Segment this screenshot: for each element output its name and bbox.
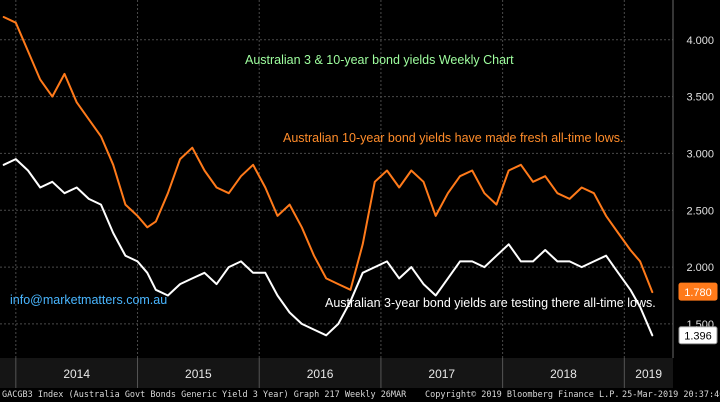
y-tick-label: 2.000 — [686, 262, 714, 274]
footer-timestamp: 25-Mar-2019 20:37:46 — [622, 390, 720, 400]
x-tick-label: 2018 — [550, 367, 577, 381]
ten_year-last-value: 1.780 — [684, 287, 712, 299]
y-tick-label: 3.000 — [686, 148, 714, 160]
chart-title: Australian 3 & 10-year bond yields Weekl… — [245, 53, 514, 67]
email-link[interactable]: info@marketmatters.com.au — [10, 293, 167, 307]
footer-index-info: GACGB3 Index (Australia Govt Bonds Gener… — [2, 390, 407, 400]
series-lines — [2, 16, 654, 337]
x-tick-label: 2014 — [63, 367, 90, 381]
three-year-annotation: Australian 3-year bond yields are testin… — [325, 296, 656, 310]
chart: 2014 2015 2016 2017 2018 2019 4.000 3.500 3.000… — [0, 0, 718, 388]
x-axis-labels: 2014 2015 2016 2017 2018 2019 — [15, 358, 662, 388]
three_year-series-line — [2, 158, 654, 337]
y-tick-label: 4.000 — [686, 35, 714, 47]
x-tick-label: 2019 — [635, 367, 662, 381]
gridlines — [0, 0, 674, 358]
y-tick-label: 3.500 — [686, 92, 714, 104]
x-tick-label: 2016 — [307, 367, 334, 381]
x-axis-background — [0, 358, 673, 388]
ten-year-annotation: Australian 10-year bond yields have made… — [283, 131, 623, 145]
last-value-badges: 1.780 1.396 — [678, 282, 718, 345]
three_year-last-value: 1.396 — [684, 331, 712, 343]
three_year-last-value-badge — [678, 326, 718, 345]
ten_year-last-value-badge — [678, 282, 718, 301]
x-tick-label: 2015 — [185, 367, 212, 381]
footer-bar: GACGB3 Index (Australia Govt Bonds Gener… — [0, 388, 720, 402]
y-tick-label: 2.500 — [686, 205, 714, 217]
x-axis-band — [0, 358, 673, 388]
ten_year-series-line — [2, 16, 654, 294]
footer-copyright: Copyright© 2019 Bloomberg Finance L.P. — [425, 390, 620, 400]
x-tick-label: 2017 — [428, 367, 455, 381]
